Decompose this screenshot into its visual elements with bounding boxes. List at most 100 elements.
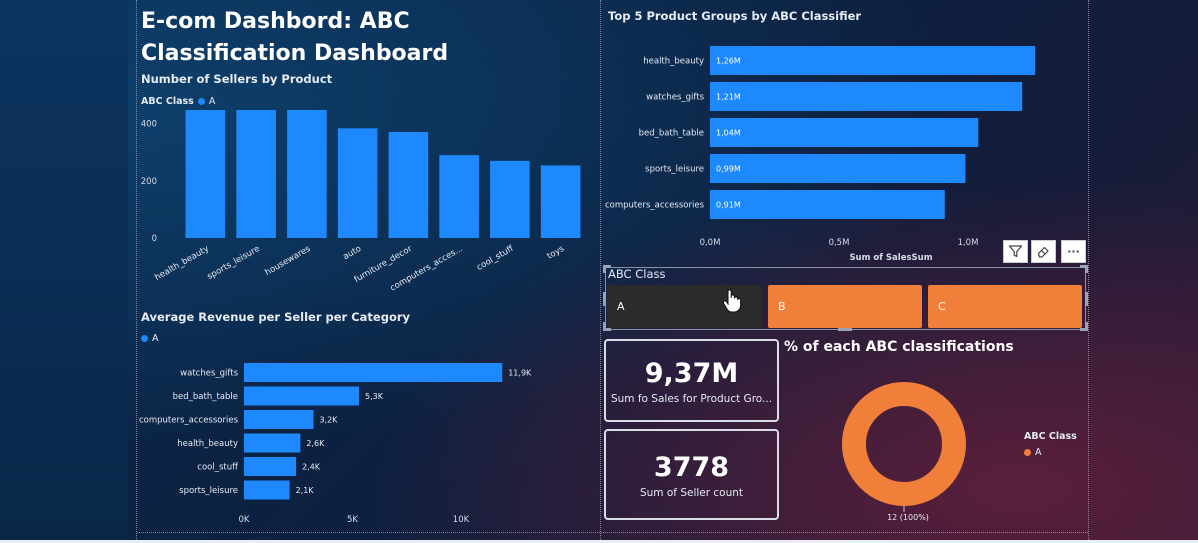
- y-category-label: sports_leisure: [645, 165, 704, 175]
- resize-handle[interactable]: [603, 328, 611, 331]
- bar-health_beauty[interactable]: [244, 433, 301, 453]
- slicer-option-c[interactable]: C: [928, 285, 1082, 328]
- bar-computers_accessories[interactable]: [710, 190, 945, 219]
- resize-handle[interactable]: [1085, 322, 1088, 330]
- bar-furniture_decor[interactable]: [388, 132, 429, 238]
- x-category-label: sports_leisure: [206, 244, 262, 282]
- bar-health_beauty[interactable]: [185, 110, 226, 238]
- data-label: 5,3K: [365, 392, 384, 401]
- x-category-label: housewares: [263, 244, 312, 278]
- x-tick-label: 0K: [239, 515, 250, 525]
- data-label: 1,21M: [716, 93, 741, 102]
- data-label: 1,04M: [716, 129, 741, 138]
- sales-kpi-card[interactable]: 9,37M Sum fo Sales for Product Gro...: [604, 339, 779, 422]
- page-border-bottom: [137, 532, 1088, 533]
- filter-icon: [1008, 245, 1023, 258]
- y-category-label: health_beauty: [177, 439, 238, 449]
- bar-computers_acces...[interactable]: [439, 155, 479, 238]
- bar-cool_stuff[interactable]: [490, 160, 530, 238]
- donut-data-label: 12 (100%): [887, 513, 929, 522]
- bar-toys[interactable]: [540, 165, 581, 238]
- data-label: 3,2K: [319, 416, 338, 425]
- left-frame: [0, 0, 128, 543]
- dashboard-title: E-com Dashbord: ABC Classification Dashb…: [141, 9, 449, 66]
- page-border-right: [1088, 0, 1089, 540]
- x-tick-label: 5K: [347, 515, 358, 525]
- x-tick-label: 1,0M: [958, 238, 979, 248]
- sellers-legend-item: A: [208, 96, 216, 107]
- top5-chart-title: Top 5 Product Groups by ABC Classifier: [608, 9, 862, 23]
- legend-dot-icon: [197, 98, 205, 105]
- bar-bed_bath_table[interactable]: [710, 118, 979, 147]
- resize-handle[interactable]: [1085, 292, 1088, 306]
- bar-watches_gifts[interactable]: [244, 363, 503, 382]
- x-tick-label: 10K: [453, 515, 470, 525]
- resize-handle[interactable]: [603, 322, 606, 330]
- bar-auto[interactable]: [337, 128, 378, 238]
- donut-legend-entry: A: [1024, 447, 1042, 458]
- resize-handle[interactable]: [1080, 328, 1088, 331]
- avg-revenue-legend: A: [141, 333, 159, 344]
- data-label: 2,4K: [302, 463, 321, 472]
- donut-legend: ABC Class: [1024, 431, 1077, 442]
- y-category-label: bed_bath_table: [173, 392, 238, 402]
- bar-housewares[interactable]: [287, 110, 327, 239]
- bar-cool_stuff[interactable]: [244, 457, 297, 476]
- data-label: 1,26M: [716, 57, 741, 66]
- donut-slice-a: [842, 382, 966, 506]
- y-tick-label: 0: [152, 234, 157, 244]
- x-category-label: toys: [546, 244, 567, 262]
- bottom-bar: [0, 540, 1198, 543]
- y-category-label: watches_gifts: [646, 93, 704, 103]
- resize-handle[interactable]: [603, 292, 606, 306]
- top5-bar-chart[interactable]: health_beauty 1,26M watches_gifts 1,21M bed_…: [603, 38, 1083, 266]
- slicer-option-b[interactable]: B: [768, 285, 922, 328]
- bar-watches_gifts[interactable]: [710, 82, 1023, 111]
- donut-chart-title: % of each ABC classifications: [784, 339, 1014, 355]
- donut-legend-title: ABC Class: [1024, 431, 1077, 442]
- resize-handle[interactable]: [603, 265, 611, 268]
- bar-sports_leisure[interactable]: [236, 110, 276, 239]
- x-axis-title: Sum of SalesSum: [849, 253, 932, 263]
- x-category-label: cool_stuff: [475, 243, 516, 273]
- slicer-option-label: B: [778, 300, 786, 313]
- bar-bed_bath_table[interactable]: [244, 386, 360, 406]
- y-category-label: sports_leisure: [179, 486, 238, 496]
- sellers-legend-title: ABC Class: [141, 96, 194, 107]
- data-label: 0,91M: [716, 201, 741, 210]
- resize-handle[interactable]: [1085, 265, 1088, 273]
- sellers-kpi-value: 3778: [653, 451, 730, 483]
- avg-revenue-bar-chart[interactable]: watches_gifts 11,9K bed_bath_table 5,3K comp…: [138, 355, 598, 530]
- data-label: 11,9K: [508, 369, 532, 378]
- y-category-label: health_beauty: [643, 57, 704, 67]
- sellers-chart-title: Number of Sellers by Product: [141, 72, 333, 86]
- bar-sports_leisure[interactable]: [244, 480, 290, 500]
- sellers-legend: ABC Class A: [141, 96, 215, 107]
- more-options-button[interactable]: ···: [1061, 240, 1086, 263]
- page-border-left: [136, 0, 137, 540]
- filter-button[interactable]: [1003, 240, 1028, 263]
- data-label: 0,99M: [716, 165, 741, 174]
- abc-donut-chart[interactable]: 12 (100%): [830, 370, 980, 525]
- sales-kpi-value: 9,37M: [644, 357, 739, 389]
- resize-handle[interactable]: [1080, 265, 1088, 268]
- resize-handle[interactable]: [603, 265, 606, 273]
- clear-selections-button[interactable]: [1031, 240, 1056, 263]
- avg-revenue-legend-item: A: [152, 333, 159, 344]
- bar-computers_accessories[interactable]: [244, 410, 314, 429]
- slicer-title: ABC Class: [608, 267, 666, 281]
- donut-legend-item: A: [1035, 447, 1042, 458]
- data-label: 2,6K: [306, 439, 325, 448]
- slicer-option-label: A: [617, 300, 625, 313]
- bar-sports_leisure[interactable]: [710, 154, 966, 183]
- legend-dot-icon: [141, 335, 148, 342]
- resize-handle[interactable]: [838, 328, 852, 331]
- sales-kpi-label: Sum fo Sales for Product Gro...: [610, 392, 773, 405]
- sellers-kpi-label: Sum of Seller count: [639, 486, 744, 499]
- legend-dot-icon: [1024, 449, 1031, 456]
- sellers-kpi-card[interactable]: 3778 Sum of Seller count: [604, 429, 779, 520]
- y-category-label: computers_accessories: [605, 201, 705, 211]
- data-label: 2,1K: [296, 486, 315, 495]
- bar-health_beauty[interactable]: [710, 46, 1036, 75]
